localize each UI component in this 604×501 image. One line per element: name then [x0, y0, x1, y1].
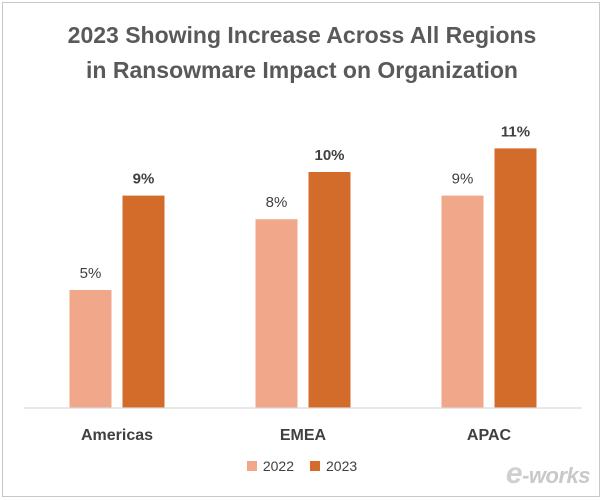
bar-apac-2022 [441, 195, 484, 408]
legend-swatch-2022 [246, 461, 257, 471]
data-label-emea-2022: 8% [266, 194, 288, 211]
x-tick-label-americas: Americas [81, 427, 153, 444]
legend-label-2023: 2023 [326, 458, 358, 474]
data-label-apac-2022: 9% [452, 171, 474, 188]
bar-emea-2023 [308, 172, 351, 408]
legend-swatch-2023 [310, 461, 320, 471]
x-tick-label-emea: EMEA [280, 427, 327, 444]
data-label-apac-2023: 11% [501, 123, 530, 140]
data-label-americas-2023: 9% [133, 171, 155, 188]
data-label-emea-2023: 10% [314, 147, 344, 164]
chart-title-line-2: in Ransowmare Impact on Organization [86, 57, 518, 83]
legend-item-2022: 2022 [246, 458, 294, 474]
legend-label-2022: 2022 [262, 458, 294, 474]
chart-title-line-1: 2023 Showing Increase Across All Regions [67, 22, 537, 48]
legend: 2022 2023 [0, 458, 604, 474]
x-tick-label-apac: APAC [467, 427, 512, 444]
bar-americas-2023 [122, 195, 165, 408]
legend-item-2023: 2023 [310, 458, 357, 474]
watermark-text: -works [522, 463, 590, 488]
bar-americas-2022 [69, 290, 112, 408]
bar-emea-2022 [255, 219, 298, 408]
watermark-prefix: e [505, 457, 523, 490]
eworks-watermark-logo: e-works [505, 457, 591, 491]
bar-apac-2023 [494, 148, 537, 408]
data-label-americas-2022: 5% [80, 265, 102, 282]
